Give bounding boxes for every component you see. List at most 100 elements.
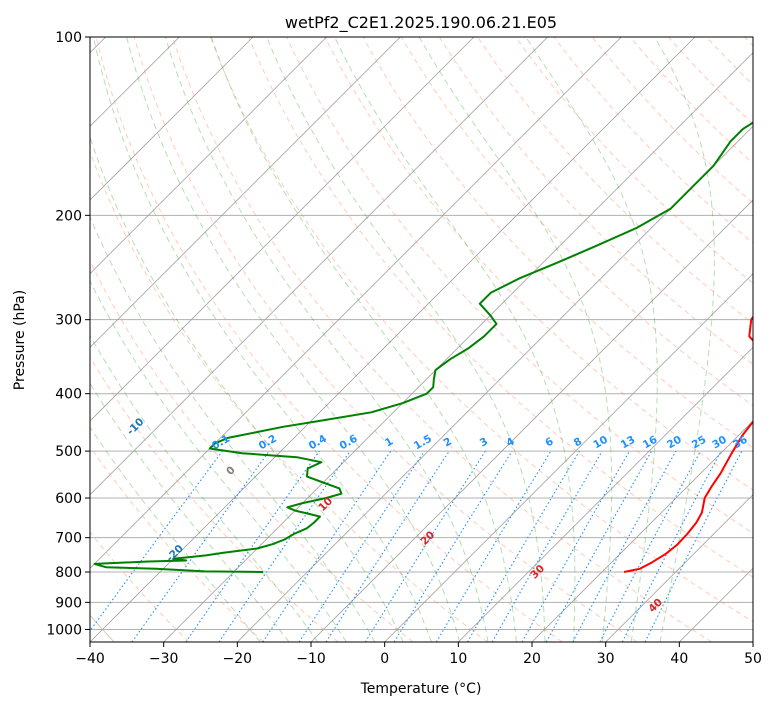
y-tick-label: 400 xyxy=(55,387,82,403)
mixing-ratio-line xyxy=(218,450,351,642)
mixing-ratio-label: 0.1 xyxy=(210,433,232,453)
y-tick-label: 600 xyxy=(55,491,82,507)
isotherm-line xyxy=(237,125,753,642)
mixing-ratio-line xyxy=(599,450,701,642)
isotherm-line xyxy=(90,37,548,496)
isotherm-line xyxy=(90,37,475,422)
isotherm-line xyxy=(531,420,753,642)
moist-adiabat-line xyxy=(210,37,517,642)
dry-adiabat-line xyxy=(744,37,753,47)
isotherm-line xyxy=(752,641,753,642)
sounding-series xyxy=(93,121,753,573)
dry-adiabat-line xyxy=(90,445,264,642)
x-tick-label: −40 xyxy=(75,651,105,667)
isotherm-line xyxy=(90,37,254,201)
x-tick-label: 10 xyxy=(449,651,467,667)
dry-adiabats xyxy=(90,37,753,642)
mixing-ratio-line xyxy=(521,450,630,642)
moist-adiabat-line xyxy=(90,334,319,642)
plot-frame xyxy=(89,36,754,643)
isotherm-line xyxy=(384,273,753,642)
x-tick-label: 40 xyxy=(670,651,688,667)
dry-adiabat-line xyxy=(515,37,753,284)
mixing-ratio-lines xyxy=(90,450,743,642)
moist-adiabat-line xyxy=(90,135,404,642)
dry-adiabat-line xyxy=(210,37,753,623)
x-tick-label: 20 xyxy=(523,651,541,667)
mixing-ratio-label: 3 xyxy=(478,435,490,449)
y-tick-label: 100 xyxy=(55,30,82,46)
dry-adiabat-line xyxy=(477,37,753,325)
moist-adiabat-line xyxy=(525,37,658,642)
x-axis-label: Temperature (°C) xyxy=(360,681,482,697)
moist-adiabat-line xyxy=(334,37,576,642)
dry-adiabat-line xyxy=(591,37,753,204)
mixing-ratio-label: 13 xyxy=(619,434,638,452)
mixing-ratio-line xyxy=(572,450,677,642)
x-axis-ticks: −40 −30 −20 −10 0 10 20 30 40 50 xyxy=(75,642,762,667)
dry-adiabat-line xyxy=(668,37,753,125)
moist-adiabats xyxy=(90,37,715,642)
moist-adiabat-line xyxy=(654,37,715,642)
moist-adiabat-line xyxy=(418,37,613,642)
dry-adiabat-line xyxy=(90,356,339,642)
dry-adiabat-line xyxy=(248,37,753,578)
isotherm-line xyxy=(90,37,696,642)
isotherm-line xyxy=(163,52,753,642)
isotherm-line xyxy=(90,37,401,348)
mixing-ratio-label: 25 xyxy=(690,434,709,452)
dry-adiabat-line xyxy=(171,37,712,642)
mixing-ratio-label: 0.4 xyxy=(307,433,329,453)
dry-adiabat-line xyxy=(438,37,753,366)
y-axis-ticks: 100 200 300 400 500 600 700 800 900 1000 xyxy=(46,30,90,638)
mixing-ratio-line xyxy=(298,450,425,642)
dry-adiabat-line xyxy=(90,531,190,642)
dry-adiabat-line xyxy=(286,37,753,534)
mixing-ratio-line xyxy=(90,450,223,632)
chart-title: wetPf2_C2E1.2025.190.06.21.E05 xyxy=(285,13,557,33)
mixing-ratio-label: 10 xyxy=(591,434,610,452)
isotherm-line xyxy=(458,346,753,642)
mixing-ratio-line xyxy=(644,450,743,642)
mixing-ratio-line xyxy=(435,450,552,642)
mixing-ratio-label: 8 xyxy=(572,435,584,449)
mixing-ratio-label: 16 xyxy=(641,434,660,452)
dry-adiabat-label: 30 xyxy=(528,563,547,582)
skewed-isotherms xyxy=(90,37,753,642)
y-tick-label: 1000 xyxy=(46,622,82,638)
y-axis-label: Pressure (hPa) xyxy=(12,290,28,390)
moist-adiabat-line xyxy=(90,426,261,642)
y-tick-label: 900 xyxy=(55,595,82,611)
mixing-ratio-label: 30 xyxy=(710,434,729,452)
dry-adiabat-line xyxy=(400,37,753,407)
isotherm-line xyxy=(679,567,753,642)
plot-area: 0.10.20.40.611.52346810131620253036-100-… xyxy=(90,37,753,642)
y-tick-label: 300 xyxy=(55,313,82,329)
y-tick-label: 200 xyxy=(55,208,82,224)
x-tick-label: 0 xyxy=(380,651,389,667)
mixing-ratio-line xyxy=(393,450,513,642)
isotherm-line xyxy=(90,37,622,569)
dry-adiabat-line xyxy=(706,37,753,86)
isotherm-line xyxy=(605,494,753,642)
mixing-ratio-label: 1 xyxy=(383,435,395,449)
temperature-profile-line xyxy=(623,315,753,573)
mixing-ratio-line xyxy=(545,450,653,642)
isotherm-line xyxy=(310,199,753,642)
moist-adiabat-line xyxy=(90,215,376,642)
mixing-ratio-line xyxy=(131,450,270,642)
mixing-ratio-label: 20 xyxy=(665,434,684,452)
y-tick-label: 700 xyxy=(55,531,82,547)
moist-adiabat-line xyxy=(92,37,432,642)
moist-adiabat-line xyxy=(90,382,290,642)
mixing-ratio-label: 1.5 xyxy=(412,433,434,453)
dry-adiabat-line xyxy=(90,150,488,642)
y-tick-label: 500 xyxy=(55,444,82,460)
mixing-ratio-label: 6 xyxy=(543,435,555,449)
moist-adiabat-line xyxy=(126,37,461,642)
y-tick-label: 800 xyxy=(55,565,82,581)
mixing-ratio-line xyxy=(262,450,392,642)
isotherm-line xyxy=(90,37,327,275)
moist-adiabat-line xyxy=(164,37,489,642)
